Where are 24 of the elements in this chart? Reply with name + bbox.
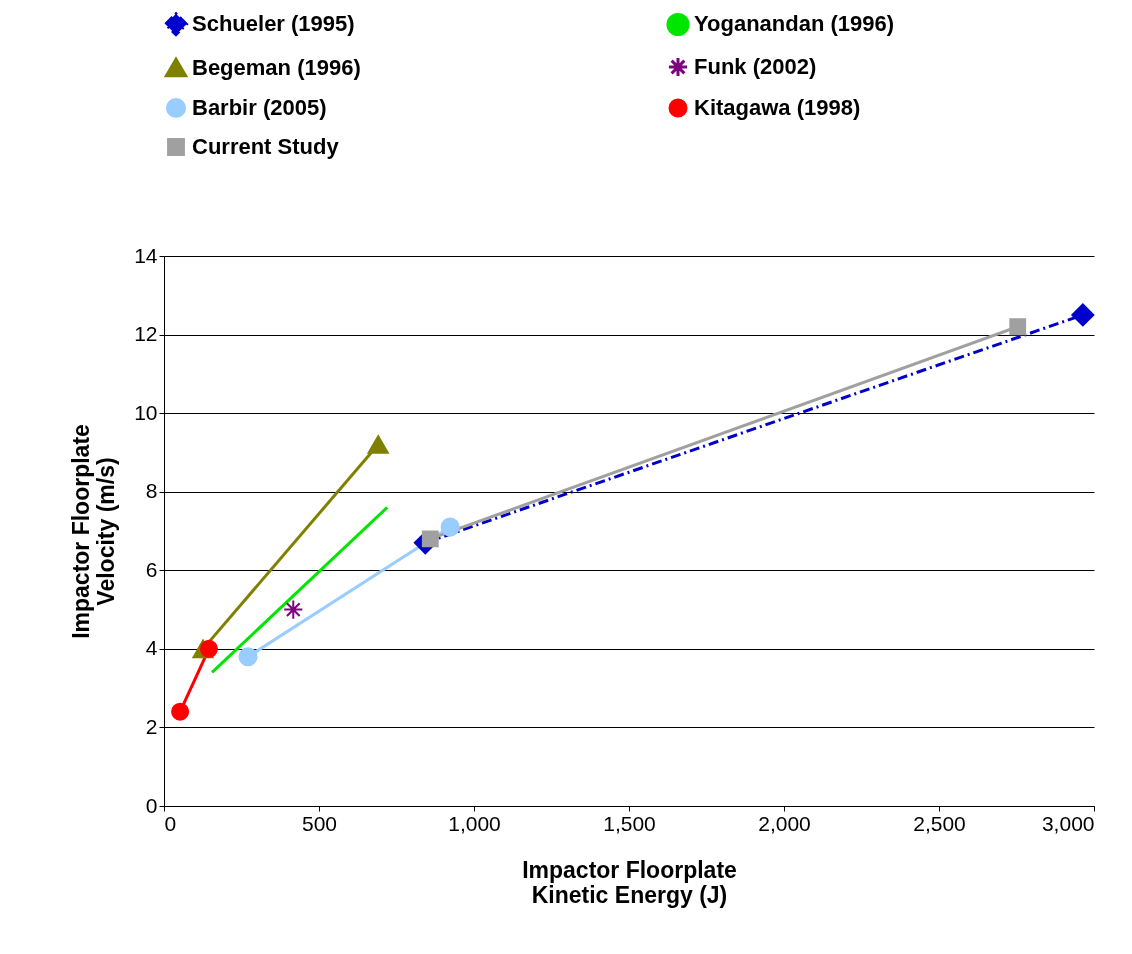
y-tick-label: 2 — [145, 714, 158, 738]
legend-label: Yoganandan (1996) — [694, 11, 895, 37]
x-tick-label: 2,500 — [913, 811, 966, 835]
legend-label: Begeman (1996) — [192, 54, 361, 80]
legend-label: Funk (2002) — [694, 54, 817, 79]
legend-label: Barbir (2005) — [192, 95, 327, 120]
y-tick-label: 0 — [145, 793, 158, 817]
legend-label: Current Study — [192, 134, 340, 159]
y-axis-title: Impactor Floorplate Velocity (m/s) — [68, 424, 120, 639]
y-tick-label: 8 — [145, 479, 158, 503]
x-tick-label: 0 — [164, 811, 177, 835]
x-tick-label: 3,000 — [1041, 811, 1095, 835]
y-tick-label: 14 — [134, 243, 158, 267]
y-tick-label: 6 — [145, 557, 158, 581]
y-tick-label: 10 — [134, 400, 158, 424]
x-axis-title: Impactor Floorplate Kinetic Energy (J) — [522, 856, 737, 908]
y-tick-label: 12 — [134, 322, 158, 346]
x-tick-label: 1,000 — [448, 811, 501, 835]
x-tick-label: 500 — [301, 811, 338, 835]
y-tick-label: 4 — [145, 636, 158, 660]
x-tick-label: 2,000 — [758, 811, 811, 835]
legend-label: Kitagawa (1998) — [694, 95, 861, 120]
legend-label: Schueler (1995) — [192, 11, 355, 37]
x-tick-label: 1,500 — [603, 811, 656, 835]
